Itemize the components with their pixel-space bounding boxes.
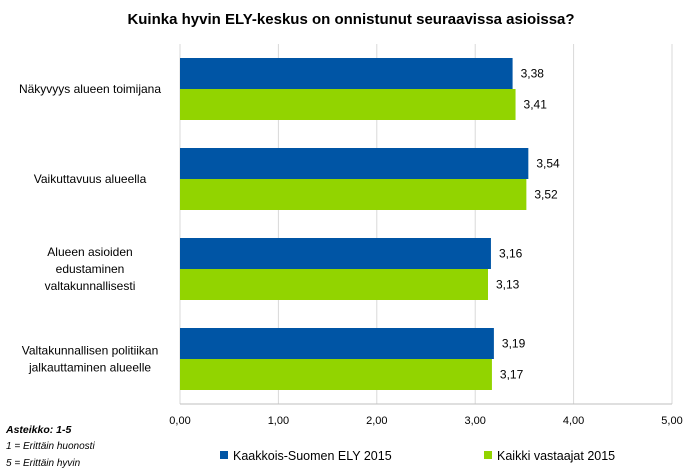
x-tick-label: 5,00 — [661, 415, 682, 427]
x-tick-label: 3,00 — [464, 415, 485, 427]
legend-label: Kaakkois-Suomen ELY 2015 — [233, 449, 392, 463]
bar — [180, 58, 513, 89]
bars: 3,38 3,41 3,54 3,52 3,16 3,13 3,19 3,17 — [180, 58, 560, 390]
bar — [180, 238, 491, 269]
data-label: 3,52 — [534, 188, 558, 202]
data-label: 3,19 — [502, 337, 526, 351]
x-tick-label: 1,00 — [268, 415, 289, 427]
data-label: 3,16 — [499, 247, 523, 261]
category-label: Alueen asioiden — [47, 245, 132, 259]
legend-swatch — [484, 451, 492, 459]
x-tick-label: 0,00 — [169, 415, 190, 427]
data-label: 3,17 — [500, 368, 524, 382]
legend-label: Kaikki vastaajat 2015 — [497, 449, 615, 463]
bar — [180, 359, 492, 390]
legend: Kaakkois-Suomen ELY 2015 Kaikki vastaajat… — [220, 449, 615, 463]
category-label: Näkyvyys alueen toimijana — [19, 82, 161, 96]
data-label: 3,38 — [521, 67, 545, 81]
scale-note-title: Asteikko: 1-5 — [5, 424, 72, 436]
legend-swatch — [220, 451, 228, 459]
bar — [180, 148, 529, 179]
category-label: valtakunnallisesti — [45, 279, 136, 293]
data-label: 3,13 — [496, 278, 520, 292]
category-label: edustaminen — [56, 262, 125, 276]
bar — [180, 89, 516, 120]
x-axis-ticks: 0,00 1,00 2,00 3,00 4,00 5,00 — [169, 415, 682, 427]
category-label: Valtakunnallisen politiikan — [22, 344, 159, 358]
bar — [180, 328, 494, 359]
scale-note: Asteikko: 1-5 1 = Erittäin huonosti 5 = … — [5, 424, 95, 469]
bar — [180, 269, 488, 300]
x-tick-label: 4,00 — [563, 415, 584, 427]
data-label: 3,41 — [524, 98, 548, 112]
category-labels: Näkyvyys alueen toimijana Vaikuttavuus al… — [19, 82, 161, 375]
category-label: Vaikuttavuus alueella — [34, 172, 147, 186]
category-label: jalkauttaminen alueelle — [28, 361, 151, 375]
x-tick-label: 2,00 — [366, 415, 387, 427]
bar — [180, 179, 527, 210]
chart-title: Kuinka hyvin ELY-keskus on onnistunut se… — [127, 11, 574, 28]
scale-note-line-2: 5 = Erittäin hyvin — [6, 458, 81, 469]
scale-note-line-1: 1 = Erittäin huonosti — [6, 441, 95, 452]
data-label: 3,54 — [536, 157, 560, 171]
